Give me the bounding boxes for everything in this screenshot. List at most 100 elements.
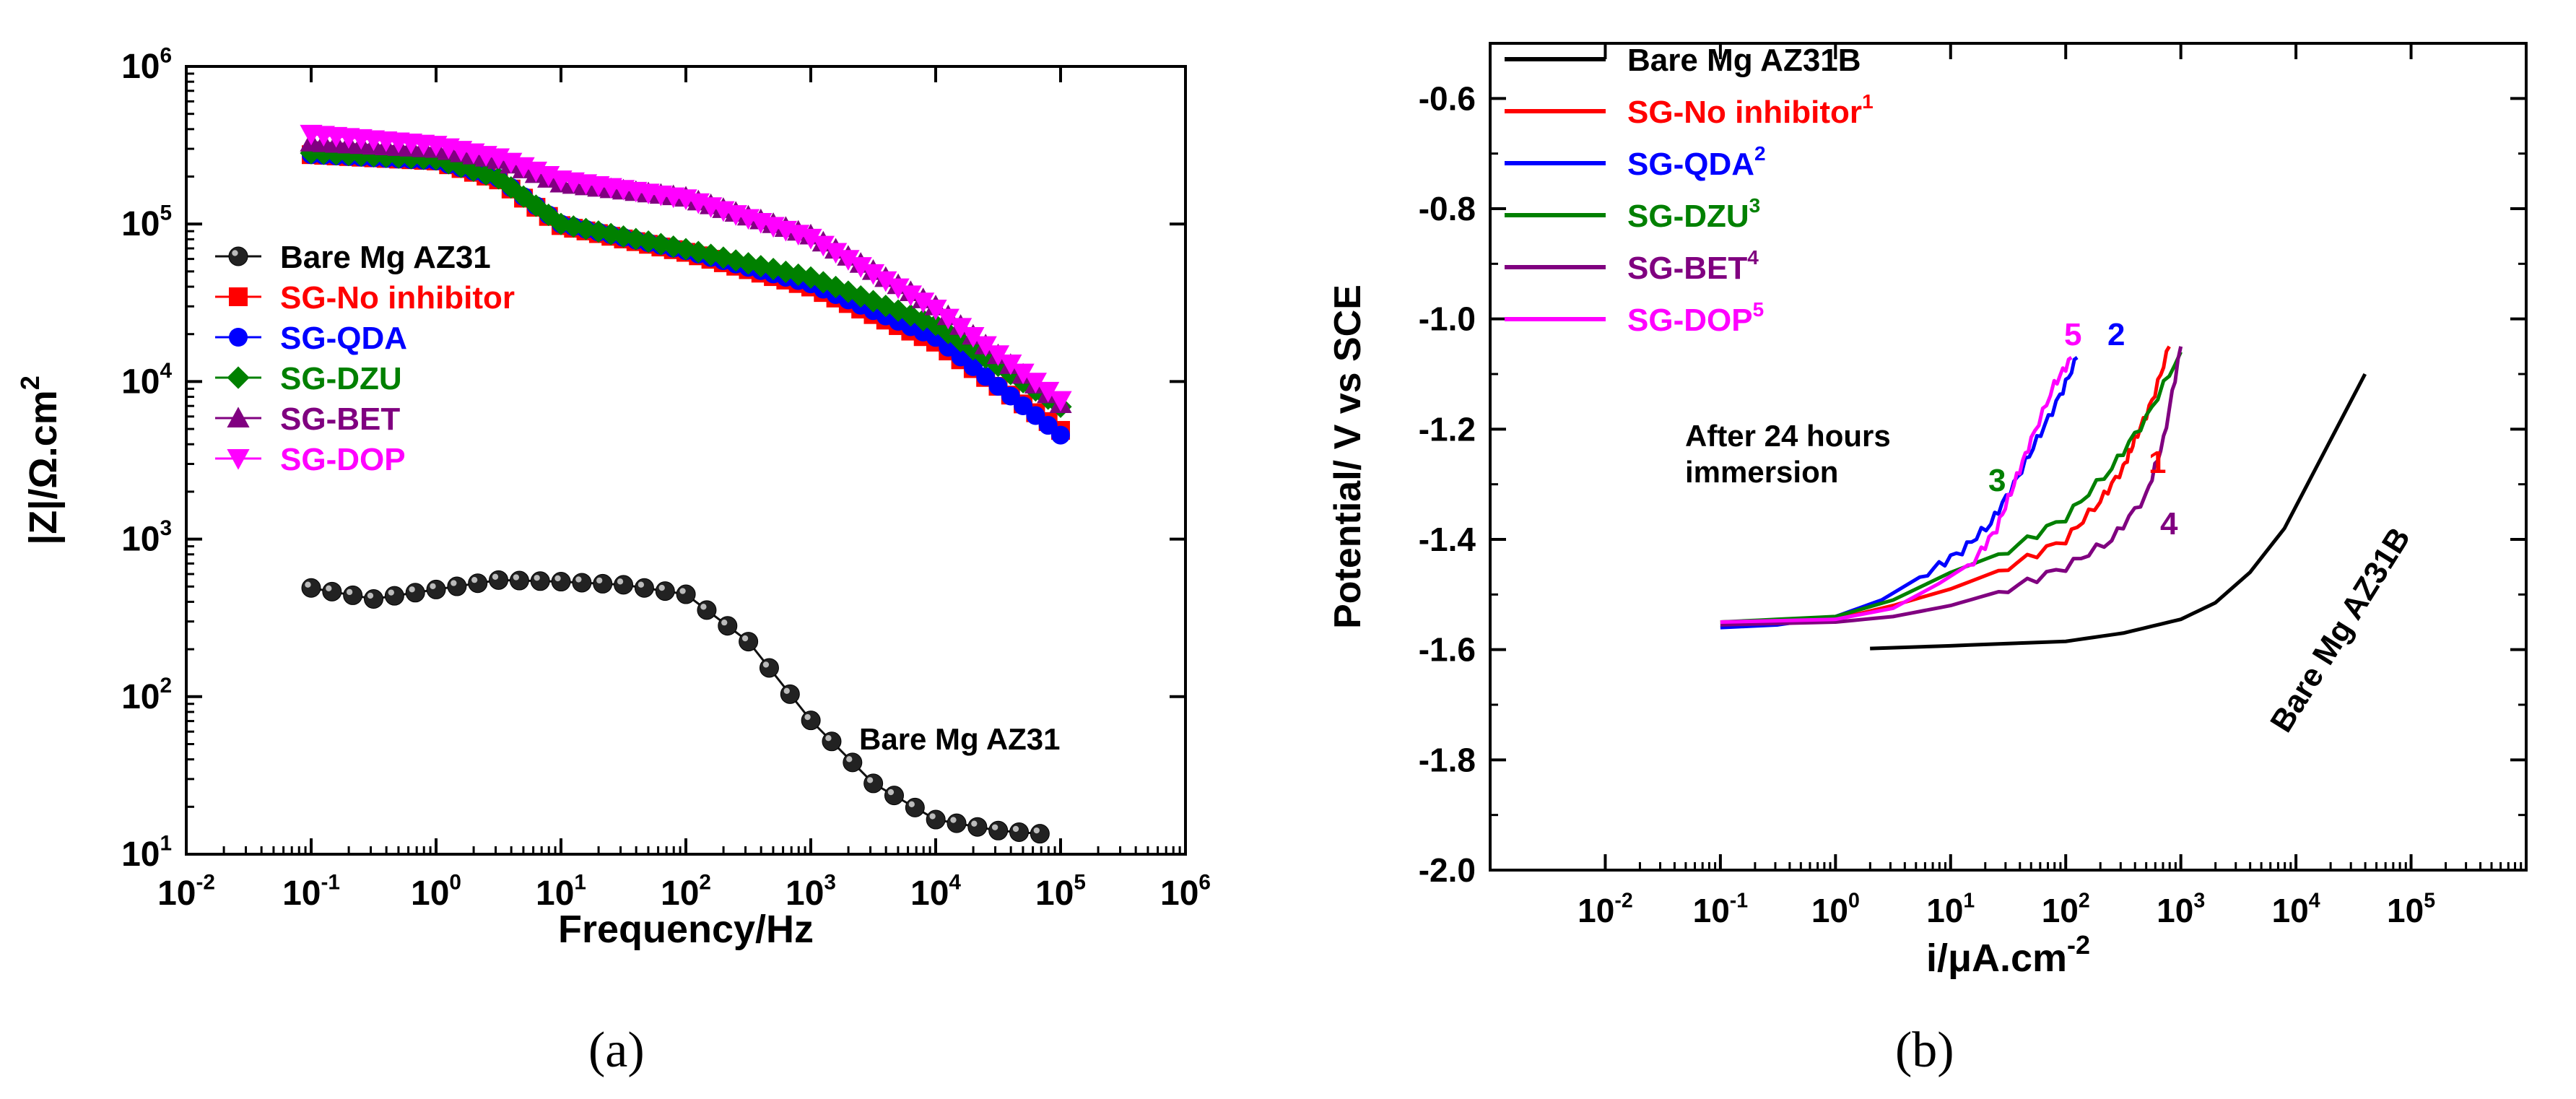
data-point <box>988 820 1009 840</box>
caption-b: (b) <box>1895 1022 1954 1078</box>
series-line-sg-qda <box>1720 356 2079 630</box>
y-tick-label: 103 <box>121 516 172 559</box>
data-point <box>739 632 759 652</box>
y-tick-label: -2.0 <box>1419 851 1476 889</box>
chart-b: 10-2 10-1 100 101 102 103 104 105 -0.6 -0.8 -1.0 -1… <box>1288 0 2576 1099</box>
data-point-shine <box>513 574 520 581</box>
data-point <box>474 163 497 186</box>
data-point <box>500 175 523 199</box>
data-point <box>837 250 860 271</box>
plot-b: 10-2 10-1 100 101 102 103 104 105 -0.6 -0.8 -1.0 -1… <box>1327 42 2528 980</box>
y-tick-label: -1.2 <box>1419 410 1476 448</box>
data-point-shine <box>409 586 415 593</box>
series-line <box>310 578 1040 835</box>
data-point <box>384 586 404 606</box>
legend-b: Bare Mg AZ31B SG-No inhibitor1 SG-QDA2 SG-D… <box>1505 43 1874 338</box>
data-point-shine <box>741 635 749 642</box>
data-point <box>884 786 904 806</box>
y-tick-label: 101 <box>121 831 172 874</box>
data-point <box>575 217 598 240</box>
data-point <box>687 240 710 264</box>
data-point <box>974 336 997 357</box>
series-line-sg-dzu <box>1720 351 2183 624</box>
data-point <box>801 711 821 731</box>
data-point <box>924 313 947 336</box>
legend-label: SG-BET <box>280 401 400 437</box>
data-point <box>530 571 550 591</box>
data-point <box>822 731 842 752</box>
data-point-shine <box>534 575 540 581</box>
y-tick-label: -0.6 <box>1419 79 1476 117</box>
data-point <box>512 185 535 208</box>
data-point-shine <box>388 589 394 596</box>
y-tick-label: -1.4 <box>1419 521 1476 558</box>
data-point-shine <box>326 585 332 591</box>
data-point <box>718 616 738 636</box>
data-point <box>861 264 885 285</box>
data-point <box>649 233 672 256</box>
data-point-shine <box>430 583 436 590</box>
legend-marker <box>229 287 248 306</box>
curve-number-1: 1 <box>2149 445 2166 480</box>
data-point <box>572 573 592 593</box>
data-point <box>712 246 735 269</box>
data-point <box>634 578 654 598</box>
y-tick-label: 104 <box>121 359 172 401</box>
legend-label: Bare Mg AZ31 <box>280 240 491 275</box>
y-tick-label: -1.8 <box>1419 741 1476 778</box>
y-tick-label: 102 <box>121 674 172 716</box>
legend-label: SG-BET4 <box>1627 246 1759 286</box>
plot-frame-b <box>1489 42 2528 872</box>
data-point <box>325 143 348 166</box>
legend-marker <box>227 366 250 389</box>
data-point-shine <box>762 661 770 668</box>
data-point <box>999 354 1022 375</box>
data-point <box>655 581 675 601</box>
data-point-shine <box>658 584 665 591</box>
data-point <box>697 600 717 620</box>
x-tick-label: 104 <box>2272 889 2320 929</box>
data-point-shine <box>950 817 957 823</box>
data-point-shine <box>617 578 624 585</box>
series-sg-dop <box>300 124 1072 412</box>
data-point-shine <box>492 573 499 580</box>
x-tick-label: 102 <box>2042 889 2090 929</box>
data-point-shine <box>721 619 728 626</box>
caption-a: (a) <box>588 1022 645 1078</box>
data-point <box>1049 391 1072 412</box>
data-point <box>780 684 800 704</box>
plot-a: 10-2 10-1 100 101 102 103 104 105 106 101 102 103 10… <box>15 43 1211 951</box>
legend-label: SG-DZU <box>280 361 402 396</box>
data-point <box>301 578 321 598</box>
data-point-shine <box>866 777 874 783</box>
legend-marker-shine <box>232 250 238 256</box>
x-tick-label: 10-2 <box>1578 889 1633 929</box>
data-point <box>824 243 848 264</box>
data-point-shine <box>929 813 936 820</box>
data-point <box>593 573 613 594</box>
data-point <box>1011 363 1035 385</box>
data-point <box>887 278 910 300</box>
data-point-shine <box>346 588 353 596</box>
data-point <box>861 290 885 313</box>
data-point <box>537 203 560 227</box>
data-point-shine <box>991 824 998 830</box>
legend-label: Bare Mg AZ31B <box>1627 43 1861 78</box>
data-point-shine <box>367 592 374 599</box>
data-point-shine <box>908 801 915 807</box>
data-point <box>759 658 779 678</box>
x-tick-label: 10-2 <box>157 870 215 913</box>
data-point <box>787 263 810 287</box>
legend-label: SG-No inhibitor <box>280 280 515 316</box>
y-tick-label: -1.0 <box>1419 300 1476 338</box>
data-point-shine <box>679 588 686 594</box>
data-point-shine <box>804 713 811 721</box>
curve-number-4: 4 <box>2160 506 2178 542</box>
data-point <box>468 573 488 594</box>
curve-number-2: 2 <box>2107 317 2125 352</box>
data-point <box>509 570 529 591</box>
data-point-shine <box>451 580 457 586</box>
x-tick-label: 106 <box>1160 870 1211 913</box>
data-point <box>863 773 884 794</box>
data-point <box>736 252 760 275</box>
